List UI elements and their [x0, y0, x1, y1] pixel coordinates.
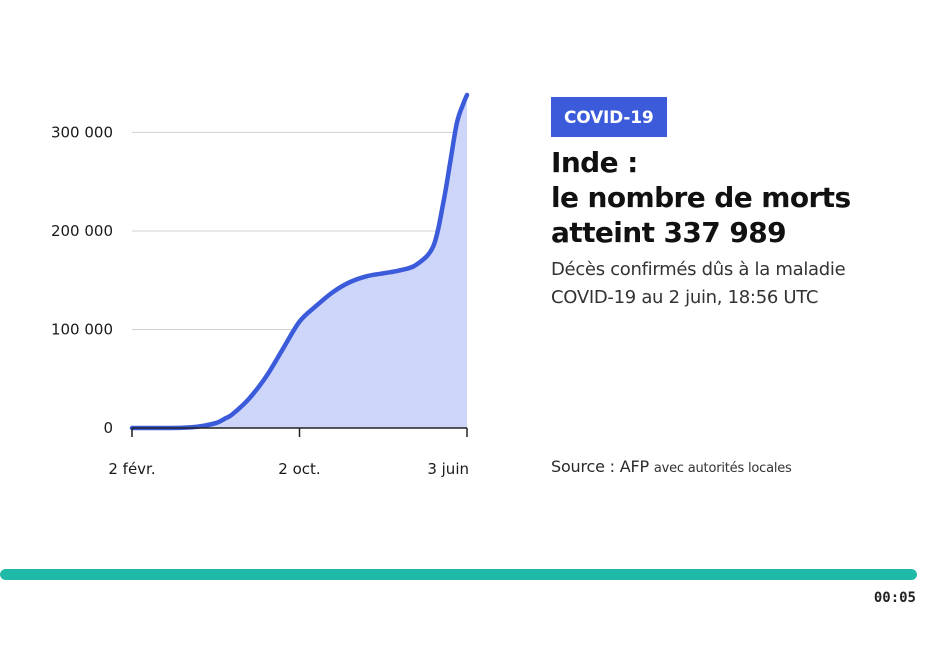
- source-main: Source : AFP: [551, 457, 649, 476]
- headline-line-3: atteint 337 989: [551, 216, 787, 249]
- covid-deaths-chart: 0 100 000 200 000 300 000 2 févr. 2 oct. 3 ju…: [51, 92, 470, 478]
- deaths-line: [129, 92, 470, 431]
- topic-badge: COVID-19: [551, 97, 667, 137]
- info-panel: COVID-19 Inde : le nombre de morts attei…: [551, 97, 911, 312]
- y-axis-ticks: 0 100 000 200 000 300 000: [51, 123, 113, 437]
- y-tick-label: 100 000: [51, 320, 113, 338]
- headline-line-1: Inde :: [551, 146, 638, 179]
- x-tick-label: 2 oct.: [278, 460, 320, 478]
- x-tick-label: 3 juin: [427, 460, 469, 478]
- y-tick-label: 200 000: [51, 222, 113, 240]
- playback-progress-fill: [0, 569, 917, 580]
- y-tick-label: 300 000: [51, 123, 113, 141]
- playback-timecode: 00:05: [873, 590, 916, 606]
- playback-progress-bar[interactable]: [0, 569, 917, 580]
- source-credit: Source : AFP avec autorités locales: [551, 457, 792, 476]
- source-detail: avec autorités locales: [653, 461, 792, 476]
- y-tick-label: 0: [103, 419, 113, 437]
- x-axis-ticks: 2 févr. 2 oct. 3 juin: [108, 428, 469, 478]
- deaths-area: [132, 94, 467, 429]
- headline-line-2: le nombre de morts: [551, 181, 851, 214]
- subtitle: Décès confirmés dûs à la maladie COVID-1…: [551, 259, 846, 308]
- x-tick-label: 2 févr.: [108, 460, 155, 478]
- headline: Inde : le nombre de morts atteint 337 98…: [551, 145, 911, 250]
